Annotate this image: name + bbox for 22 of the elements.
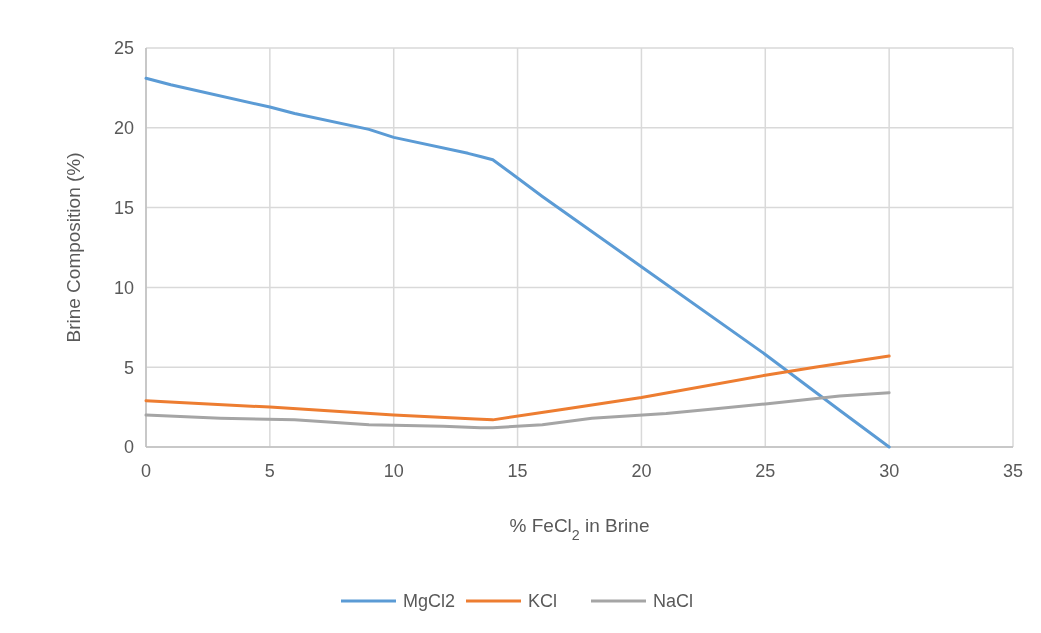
line-series — [144, 391, 891, 430]
x-tick-label: 5 — [264, 461, 275, 481]
x-tick-label: 10 — [383, 461, 404, 481]
x-tick-label: 20 — [631, 461, 652, 481]
y-tick-label: 5 — [123, 357, 134, 378]
x-axis-title: % FeCl$_{2}$ in Brine — [509, 515, 650, 543]
x-tick-label: 15 — [507, 461, 528, 481]
y-axis-title: Brine Composition (%) — [63, 152, 84, 343]
x-tick-label: 25 — [755, 461, 776, 481]
y-tick-label: 0 — [123, 437, 134, 458]
x-tick-label: 30 — [879, 461, 900, 481]
y-tick-label: 15 — [113, 197, 134, 218]
y-tick-label: 20 — [113, 118, 134, 139]
x-tick-label: 0 — [140, 461, 152, 481]
legend-label: KCl — [528, 591, 558, 612]
x-tick-label: 35 — [1002, 461, 1024, 481]
y-tick-label: 25 — [113, 38, 134, 59]
line-series — [144, 76, 891, 449]
legend-label: NaCl — [653, 591, 694, 612]
legend-label: MgCl2 — [403, 591, 456, 612]
y-tick-label: 10 — [113, 277, 134, 298]
line-series — [144, 354, 891, 422]
